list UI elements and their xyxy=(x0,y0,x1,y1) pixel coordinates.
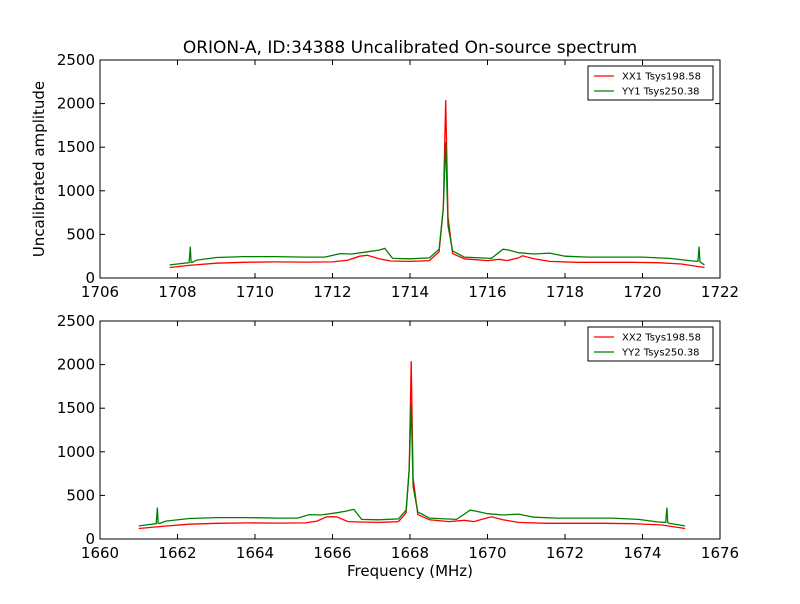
y-tick-label: 1000 xyxy=(57,182,95,200)
x-tick-label: 1668 xyxy=(391,544,429,562)
x-tick-label: 1662 xyxy=(158,544,196,562)
y-tick-label: 2000 xyxy=(57,95,95,113)
y-tick-label: 2000 xyxy=(57,356,95,374)
y-tick-label: 1000 xyxy=(57,443,95,461)
y-tick-label: 0 xyxy=(85,269,95,287)
x-axis-label: Frequency (MHz) xyxy=(347,562,473,580)
legend-entry: YY1 Tsys250.38 xyxy=(621,87,700,98)
x-tick-label: 1706 xyxy=(81,283,119,301)
x-tick-label: 1660 xyxy=(81,544,119,562)
series-line-1-1 xyxy=(169,100,705,269)
series-line-2-2 xyxy=(138,402,686,527)
x-tick-label: 1670 xyxy=(468,544,506,562)
y-tick-label: 500 xyxy=(66,225,95,243)
x-tick-label: 1710 xyxy=(236,283,274,301)
panel-2: 1660 1662 1664 1666 1668 1670 1672 1674 1676 0 500… xyxy=(57,312,739,562)
y-tick-label: 1500 xyxy=(57,399,95,417)
legend-entry: XX2 Tsys198.58 xyxy=(622,333,701,344)
legend-box xyxy=(587,326,714,362)
y-axis-label: Uncalibrated amplitude xyxy=(30,81,48,257)
x-tick-label: 1708 xyxy=(158,283,196,301)
x-tick-label: 1716 xyxy=(468,283,506,301)
x-tick-label: 1718 xyxy=(546,283,584,301)
legend-2: XX2 Tsys198.58 YY2 Tsys250.38 xyxy=(587,326,714,362)
panel-1: 1706 1708 1710 1712 1714 1716 1718 1720 1722 0 500… xyxy=(57,51,739,301)
x-tick-label: 1666 xyxy=(313,544,351,562)
y-tick-label: 0 xyxy=(85,530,95,548)
x-tick-label: 1712 xyxy=(313,283,351,301)
legend-entry: YY2 Tsys250.38 xyxy=(621,348,700,359)
series-line-2-1 xyxy=(138,361,686,530)
legend-box xyxy=(587,65,714,101)
legend-1: XX1 Tsys198.58 YY1 Tsys250.38 xyxy=(587,65,714,101)
x-tick-label: 1722 xyxy=(701,283,739,301)
x-tick-label: 1672 xyxy=(546,544,584,562)
x-tick-label: 1676 xyxy=(701,544,739,562)
chart-title: ORION-A, ID:34388 Uncalibrated On-source… xyxy=(183,38,637,58)
x-tick-label: 1674 xyxy=(623,544,661,562)
y-tick-label: 1500 xyxy=(57,138,95,156)
legend-entry: XX1 Tsys198.58 xyxy=(622,72,701,83)
y-tick-label: 500 xyxy=(66,486,95,504)
x-tick-label: 1664 xyxy=(236,544,274,562)
y-tick-label: 2500 xyxy=(57,51,95,69)
x-tick-label: 1714 xyxy=(391,283,429,301)
series-line-1-2 xyxy=(169,141,705,266)
x-tick-label: 1720 xyxy=(623,283,661,301)
y-tick-label: 2500 xyxy=(57,312,95,330)
